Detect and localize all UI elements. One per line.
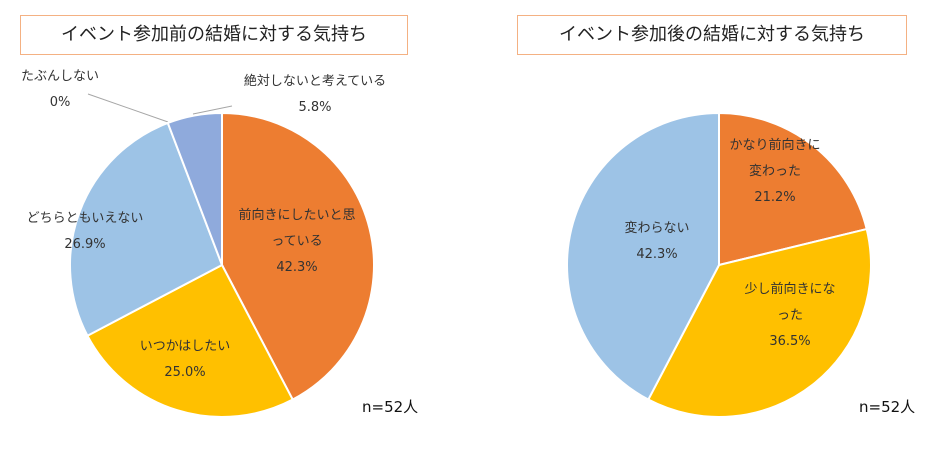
- pie-slice: [221, 111, 375, 401]
- value-label: 0%: [49, 95, 71, 110]
- category-label: 変わらない: [624, 221, 690, 236]
- category-label: 前向きにしたいと思っている: [238, 208, 356, 249]
- slice-label: 変わらない 42.3%: [597, 216, 717, 268]
- value-label: 42.3%: [276, 260, 318, 275]
- category-label: 絶対しないと考えている: [243, 74, 387, 89]
- slice-label: たぶんしない 0%: [0, 64, 120, 116]
- slice-label: 絶対しないと考えている 5.8%: [225, 69, 405, 121]
- slice-label: 前向きにしたいと思っている 42.3%: [237, 203, 357, 281]
- pie-slice: [566, 111, 720, 401]
- value-label: 36.5%: [769, 334, 811, 349]
- sample-size-note: n=52人: [362, 398, 419, 416]
- category-label: かなり前向きに変わった: [729, 138, 821, 179]
- slice-label: いつかはしたい 25.0%: [125, 334, 245, 386]
- category-label: どちらともいえない: [26, 211, 144, 226]
- value-label: 5.8%: [298, 100, 332, 115]
- category-label: 少し前向きになった: [744, 282, 836, 323]
- leader-line: [87, 93, 169, 123]
- chart-title: イベント参加後の結婚に対する気持ち: [517, 15, 907, 55]
- pie-slice: [718, 111, 868, 267]
- pie-slice: [646, 227, 872, 418]
- pie-slice: [69, 121, 224, 338]
- category-label: たぶんしない: [20, 69, 99, 84]
- value-label: 25.0%: [164, 365, 206, 380]
- pie-slice: [86, 263, 295, 418]
- slice-label: かなり前向きに変わった 21.2%: [728, 133, 823, 211]
- value-label: 26.9%: [64, 237, 106, 252]
- value-label: 42.3%: [636, 247, 678, 262]
- leader-line: [192, 105, 233, 115]
- slice-label: 少し前向きになった 36.5%: [743, 277, 838, 355]
- category-label: いつかはしたい: [139, 339, 231, 354]
- slice-label: どちらともいえない 26.9%: [10, 206, 160, 258]
- sample-size-note: n=52人: [859, 398, 916, 416]
- value-label: 21.2%: [754, 190, 796, 205]
- chart-title: イベント参加前の結婚に対する気持ち: [20, 15, 408, 55]
